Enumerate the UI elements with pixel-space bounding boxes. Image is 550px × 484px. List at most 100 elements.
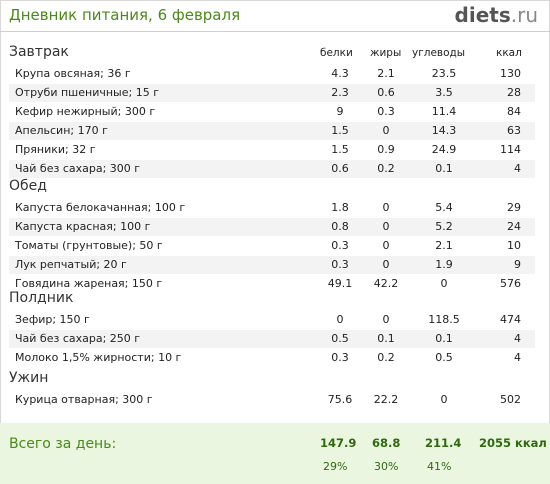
kcal-value: 130 bbox=[500, 67, 521, 80]
protein-value: 0.5 bbox=[331, 332, 349, 345]
table-row[interactable]: Капуста красная; 100 г 0.8 0 5.2 24 bbox=[9, 218, 535, 236]
food-name: Говядина жареная; 150 г bbox=[15, 277, 163, 290]
fat-value: 22.2 bbox=[373, 393, 399, 406]
food-name: Курица отварная; 300 г bbox=[15, 393, 153, 406]
carbs-value: 0.5 bbox=[435, 351, 453, 364]
column-header-kcal: ккал bbox=[496, 47, 522, 59]
fat-value: 2.1 bbox=[377, 67, 395, 80]
protein-value: 4.3 bbox=[331, 67, 349, 80]
table-row[interactable]: Лук репчатый; 20 г 0.3 0 1.9 9 bbox=[9, 256, 535, 274]
table-row[interactable]: Чай без сахара; 250 г 0.5 0.1 0.1 4 bbox=[9, 330, 535, 348]
protein-value: 1.8 bbox=[331, 201, 349, 214]
table-row[interactable]: Зефир; 150 г 0 0 118.5 474 bbox=[9, 311, 535, 329]
food-name: Отруби пшеничные; 15 г bbox=[15, 86, 159, 99]
protein-value: 2.3 bbox=[331, 86, 349, 99]
fat-value: 0.6 bbox=[377, 86, 395, 99]
kcal-value: 4 bbox=[514, 162, 521, 175]
fat-value: 0.2 bbox=[377, 162, 395, 175]
kcal-value: 576 bbox=[500, 277, 521, 290]
carbs-value: 0.1 bbox=[435, 162, 453, 175]
column-header-carbs: углеводы bbox=[412, 47, 466, 59]
site-logo[interactable]: diets.ru bbox=[455, 3, 538, 27]
food-name: Томаты (грунтовые); 50 г bbox=[15, 239, 163, 252]
table-row[interactable]: Апельсин; 170 г 1.5 0 14.3 63 bbox=[9, 122, 535, 140]
fat-value: 0.1 bbox=[377, 332, 395, 345]
table-row[interactable]: Чай без сахара; 300 г 0.6 0.2 0.1 4 bbox=[9, 160, 535, 178]
table-row[interactable]: Говядина жареная; 150 г 49.1 42.2 0 576 bbox=[9, 275, 535, 293]
logo-tld: .ru bbox=[510, 3, 538, 27]
kcal-value: 29 bbox=[507, 201, 521, 214]
totals-label: Всего за день: bbox=[9, 436, 117, 452]
kcal-value: 4 bbox=[514, 332, 521, 345]
protein-value: 1.5 bbox=[331, 124, 349, 137]
carbs-value: 2.1 bbox=[435, 239, 453, 252]
protein-value: 0.3 bbox=[331, 258, 349, 271]
kcal-value: 474 bbox=[500, 313, 521, 326]
kcal-value: 9 bbox=[514, 258, 521, 271]
table-row[interactable]: Крупа овсяная; 36 г 4.3 2.1 23.5 130 bbox=[9, 65, 535, 83]
protein-percent: 29% bbox=[323, 460, 348, 473]
fat-value: 0 bbox=[382, 220, 390, 233]
food-name: Крупа овсяная; 36 г bbox=[15, 67, 131, 80]
kcal-value: 28 bbox=[507, 86, 521, 99]
section-heading: Обед bbox=[9, 178, 47, 194]
kcal-value: 24 bbox=[507, 220, 521, 233]
protein-value: 49.1 bbox=[327, 277, 353, 290]
fat-value: 0 bbox=[382, 239, 390, 252]
fat-value: 0 bbox=[382, 124, 390, 137]
kcal-value: 502 bbox=[500, 393, 521, 406]
table-row[interactable]: Отруби пшеничные; 15 г 2.3 0.6 3.5 28 bbox=[9, 84, 535, 102]
carbs-value: 1.9 bbox=[435, 258, 453, 271]
carbs-value: 14.3 bbox=[431, 124, 457, 137]
food-name: Лук репчатый; 20 г bbox=[15, 258, 127, 271]
protein-value: 0.6 bbox=[331, 162, 349, 175]
fat-value: 0.9 bbox=[377, 143, 395, 156]
protein-value: 0.3 bbox=[331, 239, 349, 252]
food-name: Молоко 1,5% жирности; 10 г bbox=[15, 351, 182, 364]
header-divider bbox=[0, 31, 550, 32]
carbs-value: 3.5 bbox=[435, 86, 453, 99]
carbs-value: 5.2 bbox=[435, 220, 453, 233]
fat-value: 0 bbox=[382, 258, 390, 271]
food-name: Кефир нежирный; 300 г bbox=[15, 105, 156, 118]
carbs-value: 5.4 bbox=[435, 201, 453, 214]
protein-value: 0 bbox=[336, 313, 344, 326]
total-kcal: 2055 ккал bbox=[479, 436, 547, 450]
protein-value: 0.3 bbox=[331, 351, 349, 364]
section-heading: Полдник bbox=[9, 290, 74, 306]
food-name: Чай без сахара; 250 г bbox=[15, 332, 141, 345]
carbs-value: 24.9 bbox=[431, 143, 457, 156]
fat-percent: 30% bbox=[374, 460, 399, 473]
table-row[interactable]: Молоко 1,5% жирности; 10 г 0.3 0.2 0.5 4 bbox=[9, 349, 535, 367]
table-row[interactable]: Курица отварная; 300 г 75.6 22.2 0 502 bbox=[9, 391, 535, 409]
carbs-value: 0.1 bbox=[435, 332, 453, 345]
section-heading: Завтрак bbox=[9, 44, 69, 60]
total-protein: 147.9 bbox=[320, 436, 357, 450]
kcal-value: 84 bbox=[507, 105, 521, 118]
fat-value: 0 bbox=[382, 313, 390, 326]
fat-value: 0.2 bbox=[377, 351, 395, 364]
section-heading: Ужин bbox=[9, 370, 49, 386]
food-name: Капуста красная; 100 г bbox=[15, 220, 151, 233]
total-carbs: 211.4 bbox=[425, 436, 462, 450]
total-fat: 68.8 bbox=[372, 436, 401, 450]
carbs-value: 0 bbox=[440, 393, 448, 406]
fat-value: 0 bbox=[382, 201, 390, 214]
food-name: Капуста белокачанная; 100 г bbox=[15, 201, 186, 214]
carbs-value: 118.5 bbox=[428, 313, 460, 326]
table-row[interactable]: Томаты (грунтовые); 50 г 0.3 0 2.1 10 bbox=[9, 237, 535, 255]
carbs-value: 23.5 bbox=[431, 67, 457, 80]
logo-brand: diets bbox=[454, 3, 511, 27]
food-name: Чай без сахара; 300 г bbox=[15, 162, 141, 175]
protein-value: 1.5 bbox=[331, 143, 349, 156]
table-row[interactable]: Кефир нежирный; 300 г 9 0.3 11.4 84 bbox=[9, 103, 535, 121]
column-header-fat: жиры bbox=[370, 47, 402, 59]
food-name: Зефир; 150 г bbox=[15, 313, 90, 326]
table-row[interactable]: Пряники; 32 г 1.5 0.9 24.9 114 bbox=[9, 141, 535, 159]
kcal-value: 10 bbox=[507, 239, 521, 252]
fat-value: 0.3 bbox=[377, 105, 395, 118]
table-row[interactable]: Капуста белокачанная; 100 г 1.8 0 5.4 29 bbox=[9, 199, 535, 217]
kcal-value: 4 bbox=[514, 351, 521, 364]
fat-value: 42.2 bbox=[373, 277, 399, 290]
kcal-value: 63 bbox=[507, 124, 521, 137]
